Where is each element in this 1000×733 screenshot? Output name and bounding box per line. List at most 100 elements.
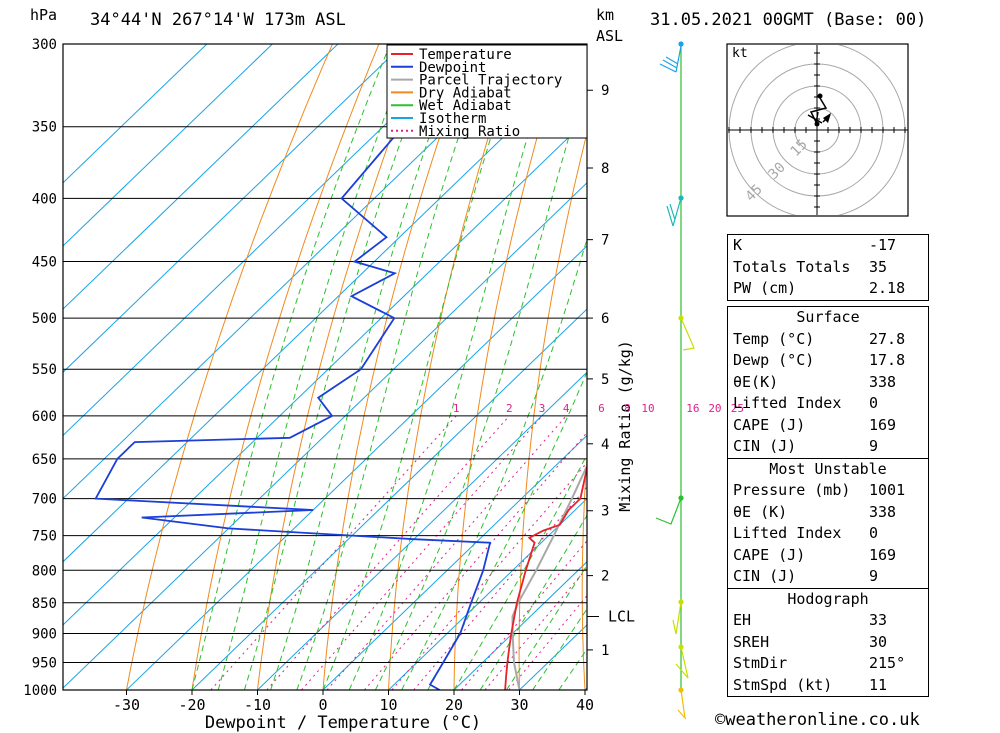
temperature-line <box>504 463 587 690</box>
mixing-ratio-line <box>301 415 543 690</box>
isotherm-line <box>453 561 587 690</box>
hpa-unit-label: hPa <box>30 6 58 24</box>
isotherm-line <box>63 44 339 310</box>
pressure-tick-label: 750 <box>32 529 57 545</box>
hodograph-param-row: SREH 30 <box>733 632 888 651</box>
pressure-tick-label: 300 <box>32 37 57 53</box>
km-tick-label: 3 <box>601 504 609 520</box>
wet-adiabat-line <box>401 237 587 690</box>
wet-adiabat-line <box>532 608 587 690</box>
wet-adiabat-line <box>322 44 522 690</box>
pressure-tick-label: 550 <box>32 362 57 378</box>
station-location: 34°44'N 267°14'W 173m ASL <box>90 10 346 30</box>
surface-title: Surface <box>796 308 860 326</box>
temperature-tick-label: -20 <box>178 696 205 714</box>
surface-row: Temp (°C) 27.8 <box>733 329 906 348</box>
wet-adiabat-line <box>217 44 414 690</box>
wind-level-dot <box>678 41 684 47</box>
most-unstable-row: CAPE (J) 169 <box>733 545 897 564</box>
pressure-tick-label: 1000 <box>23 683 57 699</box>
surface-row: CAPE (J) 169 <box>733 415 897 434</box>
hodograph-param-row: EH 33 <box>733 611 888 629</box>
copyright-link[interactable]: ©weatheronline.co.uk <box>715 710 920 730</box>
most-unstable-row: θE (K) 338 <box>733 502 897 521</box>
temperature-tick-label: 0 <box>318 696 327 714</box>
legend-label: Wet Adiabat <box>419 98 512 114</box>
wet-adiabat-line <box>348 44 557 690</box>
dry-adiabat-line <box>322 44 473 690</box>
x-axis-title: Dewpoint / Temperature (°C) <box>205 713 481 733</box>
wet-adiabat-line <box>427 370 587 690</box>
mixing-ratio-line <box>266 415 510 690</box>
km-tick-label: 4 <box>601 437 609 453</box>
sounding-datetime: 31.05.2021 00GMT (Base: 00) <box>650 10 927 30</box>
isotherm-line <box>322 434 587 690</box>
lcl-label: LCL <box>608 608 635 626</box>
most-unstable-row: Pressure (mb) 1001 <box>733 481 906 499</box>
dry-adiabat-line <box>388 44 519 690</box>
isotherm-line <box>63 55 587 563</box>
mixing-ratio-label: 8 <box>624 402 631 415</box>
wet-adiabat-line <box>374 72 587 690</box>
pressure-tick-label: 900 <box>32 626 57 642</box>
isotherm-line <box>388 497 587 690</box>
surface-row: Lifted Index 0 <box>733 394 879 412</box>
temperature-tick-label: -10 <box>244 696 271 714</box>
hodograph-param-row: StmDir 215° <box>733 654 906 672</box>
wind-barb <box>666 197 682 227</box>
mixing-ratio-label: 3 <box>539 402 546 415</box>
wind-barb <box>672 601 682 635</box>
temperature-tick-label: 10 <box>379 696 397 714</box>
legend-label: Parcel Trajectory <box>419 73 562 89</box>
mixing-ratio-line <box>210 415 457 690</box>
pressure-tick-label: 700 <box>32 492 57 508</box>
hodograph-param-row: StmSpd (kt) 11 <box>733 675 888 694</box>
pressure-tick-label: 850 <box>32 596 57 612</box>
dry-adiabat-line <box>923 44 978 690</box>
surface-row: Dewp (°C) 17.8 <box>733 351 906 369</box>
mixing-ratio-line <box>364 431 587 690</box>
wind-barb <box>655 497 682 525</box>
most-unstable-row: Lifted Index 0 <box>733 524 879 542</box>
km-tick-label: 6 <box>601 311 609 327</box>
temperature-tick-label: 30 <box>510 696 528 714</box>
most-unstable-title: Most Unstable <box>769 459 887 478</box>
isotherm-line <box>63 44 208 184</box>
dry-adiabat-line <box>975 44 1000 690</box>
dry-adiabat-line <box>191 44 380 690</box>
mixing-ratio-label: 2 <box>506 402 513 415</box>
km-tick-label: 5 <box>601 372 609 388</box>
mixing-ratio-label: 16 <box>686 402 699 415</box>
indices-table: K -17 Totals Totals 35 PW (cm) 2.18 <box>727 234 929 301</box>
plot-frame <box>62 43 588 691</box>
mixing-ratio-line <box>326 415 567 690</box>
temperature-tick-label: 20 <box>445 696 463 714</box>
pressure-tick-label: 350 <box>32 120 57 136</box>
dry-adiabat-line <box>126 44 333 690</box>
wind-barb <box>680 317 695 351</box>
most-unstable-row: CIN (J) 9 <box>733 567 879 585</box>
asl-unit-label: ASL <box>596 27 624 45</box>
km-tick-label: 7 <box>601 233 609 249</box>
mixing-ratio-line <box>508 594 587 690</box>
pressure-tick-label: 600 <box>32 409 57 425</box>
isotherm-line <box>63 44 273 247</box>
wind-barb <box>677 689 686 720</box>
isotherm-line <box>257 371 587 690</box>
temperature-tick-label: 40 <box>576 696 594 714</box>
isotherm-line <box>63 44 535 500</box>
pressure-tick-label: 950 <box>32 655 57 671</box>
mixing-ratio-label: 10 <box>641 402 654 415</box>
dry-adiabat-line <box>257 44 426 690</box>
mixing-ratio-label: 6 <box>598 402 605 415</box>
pressure-tick-label: 650 <box>32 452 57 468</box>
legend-label: Temperature <box>419 47 512 63</box>
km-tick-label: 8 <box>601 161 609 177</box>
pressure-tick-label: 800 <box>32 563 57 579</box>
wind-barb <box>675 646 689 679</box>
km-unit-label: km <box>596 6 615 24</box>
hodograph-params-title: Hodograph <box>787 589 869 608</box>
hodograph: 15 30 45 kt <box>726 43 909 217</box>
